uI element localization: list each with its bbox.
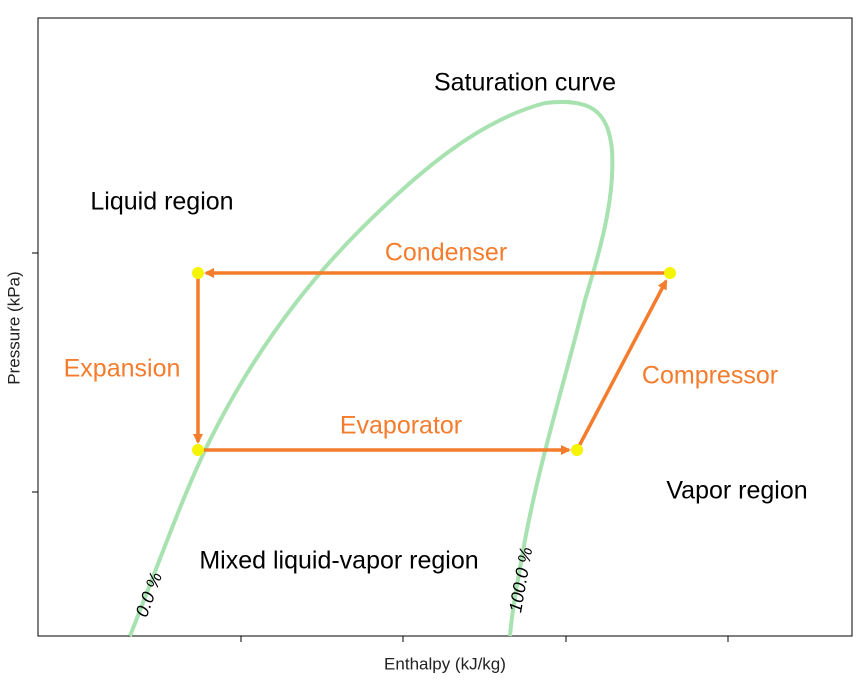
quality-label: 0.0 % — [132, 570, 167, 620]
saturation-curve — [128, 100, 615, 637]
mixed-region: Mixed liquid-vapor region — [199, 547, 478, 575]
axis-ticks — [32, 252, 729, 642]
quality-label: 100.0 % — [505, 546, 536, 615]
evaporator-label: Evaporator — [340, 412, 462, 440]
compressor-label: Compressor — [642, 362, 778, 390]
y-axis-label: Pressure (kPa) — [4, 271, 23, 384]
state-points — [192, 267, 676, 456]
expansion-label: Expansion — [64, 355, 181, 383]
liquid-region: Liquid region — [90, 188, 233, 216]
x-axis-label: Enthalpy (kJ/kg) — [384, 654, 506, 673]
condenser-label: Condenser — [385, 239, 507, 267]
vapor-region: Vapor region — [666, 477, 807, 505]
cycle-arrows — [193, 268, 670, 455]
curve-label: Saturation curve — [434, 69, 616, 97]
plot-frame — [37, 17, 853, 637]
